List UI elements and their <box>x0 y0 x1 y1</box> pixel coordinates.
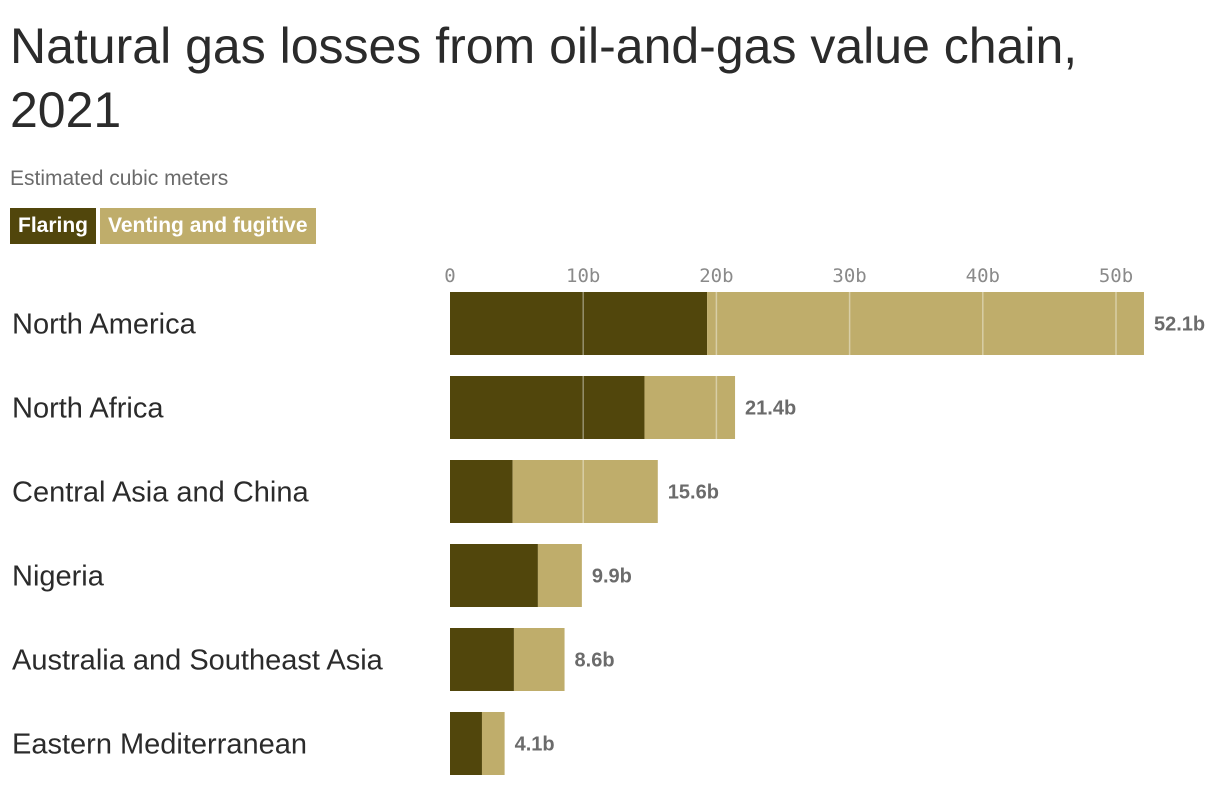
category-label: Nigeria <box>12 561 105 593</box>
x-tick-label: 30b <box>832 265 866 287</box>
x-tick-label: 20b <box>699 265 733 287</box>
category-label: North Africa <box>12 393 164 425</box>
category-label: Eastern Mediterranean <box>12 729 307 761</box>
bar-venting-and-fugitive <box>481 712 505 775</box>
value-label: 21.4b <box>745 398 796 420</box>
value-label: 15.6b <box>668 482 719 504</box>
bar-flaring <box>450 712 482 775</box>
bar-venting-and-fugitive <box>513 628 565 691</box>
x-tick-label: 50b <box>1099 265 1133 287</box>
bar-venting-and-fugitive <box>707 292 1144 355</box>
value-label: 8.6b <box>575 650 615 672</box>
legend-item-flaring: Flaring <box>10 208 97 244</box>
category-label: Central Asia and China <box>12 477 309 509</box>
bar-flaring <box>450 292 708 355</box>
value-label: 52.1b <box>1154 314 1205 336</box>
bar-flaring <box>450 628 514 691</box>
chart-subtitle: Estimated cubic meters <box>10 167 229 190</box>
bar-flaring <box>450 460 513 523</box>
value-label: 9.9b <box>592 566 632 588</box>
x-tick-label: 10b <box>566 265 600 287</box>
bar-venting-and-fugitive <box>537 544 582 607</box>
legend: Flaring Venting and fugitive <box>10 208 316 244</box>
bar-flaring <box>450 544 538 607</box>
x-tick-label: 0 <box>444 265 455 287</box>
value-label: 4.1b <box>515 734 555 756</box>
x-tick-label: 40b <box>966 265 1000 287</box>
legend-item-venting-and-fugitive: Venting and fugitive <box>100 208 316 244</box>
bar-venting-and-fugitive <box>512 460 658 523</box>
category-label: Australia and Southeast Asia <box>12 645 384 677</box>
chart-title: Natural gas losses from oil-and-gas valu… <box>10 18 1078 138</box>
bar-flaring <box>450 376 645 439</box>
category-label: North America <box>12 309 197 341</box>
bar-venting-and-fugitive <box>644 376 736 439</box>
